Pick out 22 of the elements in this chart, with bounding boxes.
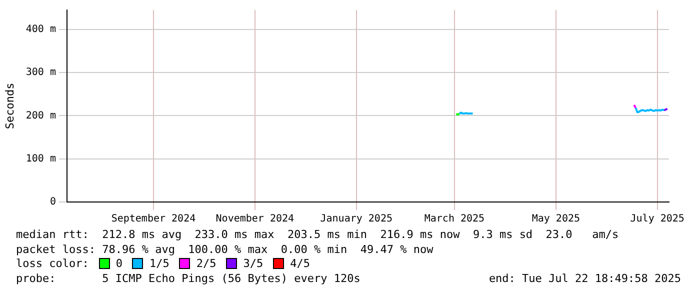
text: probe: 5 ICMP Echo Pings (56 Bytes) every 120s: [16, 272, 360, 284]
y-tick-label: 0: [50, 196, 56, 208]
y-tick-label: 400 m: [26, 24, 56, 36]
legend-label: 2/5: [196, 257, 216, 270]
x-tick-label: November 2024: [216, 214, 294, 225]
legend-title: loss color:: [16, 257, 89, 270]
text: median rtt: 212.8 ms avg 233.0 ms max 203.5 ms min 216.9 ms now 9.3 ms sd 23.0 am/s: [16, 228, 619, 242]
y-tick-label: 100 m: [26, 153, 56, 164]
x-tick-label: July 2025: [630, 214, 684, 225]
x-tick-label: March 2025: [424, 214, 485, 225]
legend-label: 1/5: [149, 257, 170, 270]
legend-label: 0: [116, 257, 122, 270]
legend-label: 3/5: [243, 257, 264, 270]
x-tick-label: January 2025: [320, 214, 392, 225]
y-axis-title: Seconds: [3, 82, 16, 130]
text: end: Tue Jul 22 18:49:58 2025: [488, 272, 681, 286]
y-tick-label: 300 m: [26, 67, 56, 78]
x-tick-label: September 2024: [111, 214, 196, 225]
x-tick-label: May 2025: [532, 214, 580, 225]
legend-label: 4/5: [290, 257, 310, 270]
text: packet loss: 78.96 % avg 100.00 % max 0.00 % min 49.47 % now: [16, 242, 434, 257]
y-tick-label: 200 m: [26, 110, 56, 122]
